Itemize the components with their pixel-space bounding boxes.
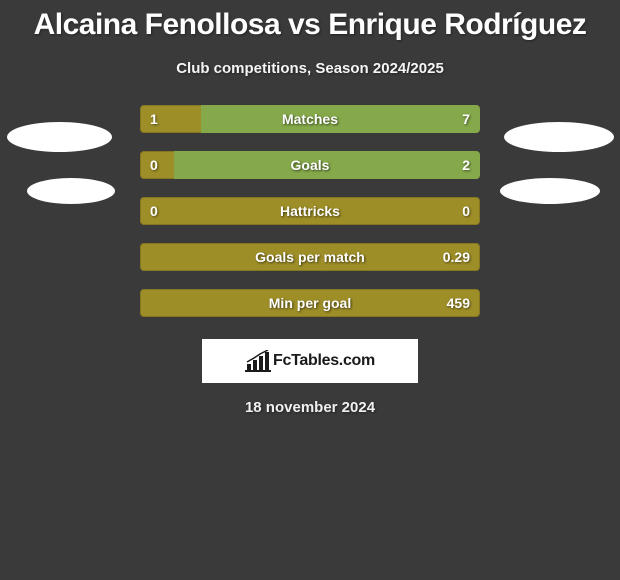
comparison-title: Alcaina Fenollosa vs Enrique Rodríguez: [0, 0, 620, 42]
snapshot-date: 18 november 2024: [0, 399, 620, 416]
stat-label: Goals: [291, 157, 330, 173]
brand-badge[interactable]: FcTables.com: [202, 339, 418, 383]
avatar-placeholder-left-bottom: [27, 178, 115, 204]
avatar-placeholder-right-top: [504, 122, 614, 152]
stat-row-matches: 1 Matches 7: [140, 105, 480, 133]
stat-left-value: 0: [150, 157, 158, 173]
stat-row-hattricks: 0 Hattricks 0: [140, 197, 480, 225]
stat-label: Matches: [282, 111, 338, 127]
brand-name: FcTables.com: [273, 352, 375, 370]
stat-left-value: 0: [150, 203, 158, 219]
bar-chart-icon: [245, 350, 271, 372]
stats-bars: 1 Matches 7 0 Goals 2 0 Hattricks 0 Goal…: [140, 105, 480, 317]
stat-right-value: 0: [462, 203, 470, 219]
stat-left-value: 1: [150, 111, 158, 127]
avatar-placeholder-left-top: [7, 122, 112, 152]
stat-right-value: 2: [462, 157, 470, 173]
stat-right-value: 459: [447, 295, 470, 311]
stat-right-value: 7: [462, 111, 470, 127]
stat-row-goals-per-match: Goals per match 0.29: [140, 243, 480, 271]
stat-right-value: 0.29: [443, 249, 470, 265]
stat-row-goals: 0 Goals 2: [140, 151, 480, 179]
comparison-subtitle: Club competitions, Season 2024/2025: [0, 60, 620, 77]
stat-fill: [201, 105, 480, 133]
stat-label: Hattricks: [280, 203, 340, 219]
stat-label: Min per goal: [269, 295, 351, 311]
stat-label: Goals per match: [255, 249, 365, 265]
stat-row-min-per-goal: Min per goal 459: [140, 289, 480, 317]
avatar-placeholder-right-bottom: [500, 178, 600, 204]
